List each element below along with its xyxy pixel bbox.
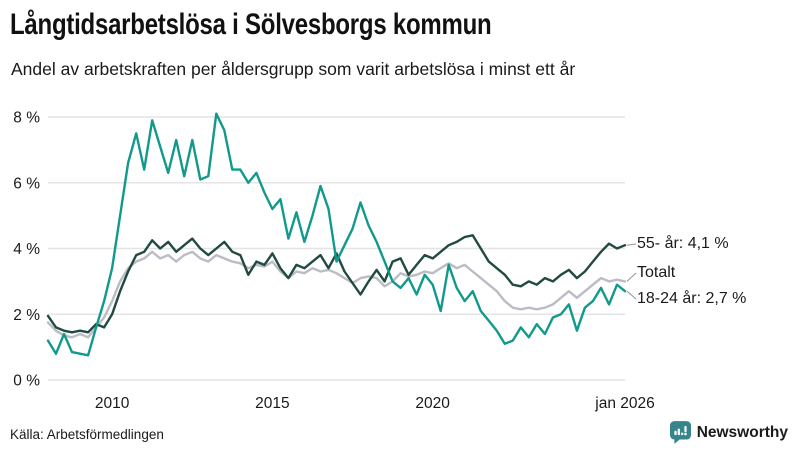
series-label-55-ar: 55- år: 4,1 % xyxy=(637,235,729,252)
x-tick-label: 2020 xyxy=(415,395,450,412)
label-connector xyxy=(626,243,637,246)
source-credit: Källa: Arbetsförmedlingen xyxy=(10,427,164,442)
series-line-totalt xyxy=(46,250,627,339)
newsworthy-logo-icon xyxy=(669,421,691,444)
series-line-18-24-r xyxy=(46,112,627,357)
page-subtitle: Andel av arbetskraften per åldersgrupp s… xyxy=(11,59,576,79)
x-tick-label: 2015 xyxy=(255,395,289,412)
y-tick-label: 2 % xyxy=(13,307,40,324)
series-line-55-r xyxy=(46,234,627,334)
newsworthy-brand-name: Newsworthy xyxy=(696,423,788,441)
label-connector xyxy=(626,272,637,282)
label-connector xyxy=(626,290,637,300)
x-tick-label: jan 2026 xyxy=(594,395,654,412)
y-tick-label: 4 % xyxy=(13,241,40,258)
y-tick-label: 6 % xyxy=(13,175,40,192)
series-label-totalt: Totalt xyxy=(637,264,676,281)
x-tick-label: 2010 xyxy=(95,395,130,412)
newsworthy-brand[interactable]: Newsworthy xyxy=(669,421,788,444)
y-tick-label: 0 % xyxy=(13,373,40,390)
y-tick-label: 8 % xyxy=(13,110,40,127)
page-title: Långtidsarbetslösa i Sölvesborgs kommun xyxy=(10,8,492,41)
series-label-18-24-ar: 18-24 år: 2,7 % xyxy=(637,290,747,307)
